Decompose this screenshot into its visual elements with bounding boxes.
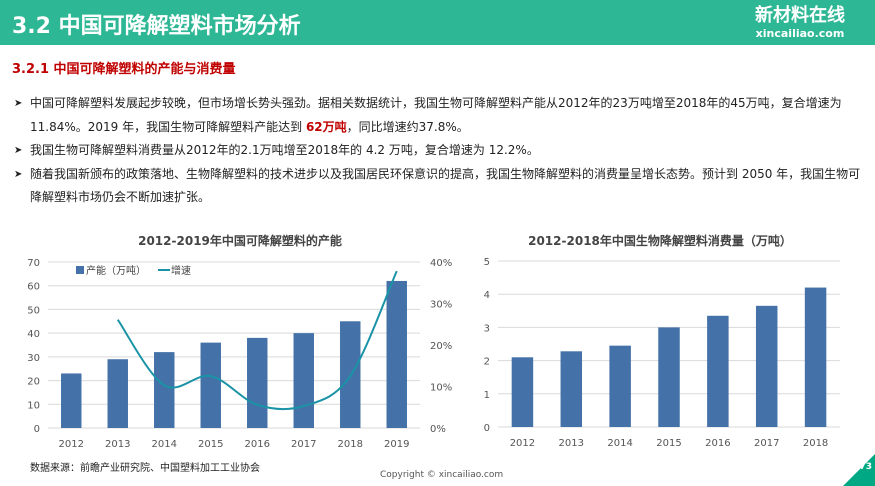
bar	[707, 315, 729, 427]
logo-cn: 新材料在线	[755, 5, 845, 26]
y-tick-label: 0	[34, 424, 40, 435]
bullet-list: 中国可降解塑料发展起步较晚，但市场增长势头强劲。据相关数据统计，我国生物可降解塑…	[14, 92, 864, 210]
x-tick-label: 2012	[510, 438, 535, 449]
x-tick-label: 2013	[105, 439, 130, 450]
x-tick-label: 2018	[803, 438, 828, 449]
bar	[107, 359, 128, 428]
x-tick-label: 2019	[384, 439, 409, 450]
chart-title: 2012-2018年中国生物降解塑料消费量（万吨）	[528, 233, 792, 248]
x-tick-label: 2013	[559, 438, 584, 449]
x-tick-label: 2016	[245, 439, 270, 450]
bullet-item: 我国生物可降解塑料消费量从2012年的2.1万吨增至2018年的 4.2 万吨，…	[14, 139, 864, 163]
legend-label: 增速	[171, 264, 191, 277]
y2-tick-label: 20%	[430, 341, 452, 352]
bar	[560, 351, 583, 427]
page-number: 73	[859, 462, 872, 472]
bar	[511, 357, 534, 427]
bar	[609, 345, 631, 427]
bar	[386, 280, 407, 428]
logo-en: xincailiao.com	[755, 27, 845, 40]
header-bar: 3.2 中国可降解塑料市场分析 新材料在线 xincailiao.com	[0, 0, 875, 45]
y-tick-label: 50	[27, 305, 40, 316]
bullet-text: 中国可降解塑料发展起步较晚，但市场增长势头强劲。据相关数据统计，我国生物可降解塑…	[30, 96, 842, 134]
y2-tick-label: 10%	[430, 383, 452, 394]
y-tick-label: 40	[27, 329, 40, 340]
copyright: Copyright © xincailiao.com	[380, 470, 504, 480]
bar	[293, 333, 314, 428]
x-tick-label: 2017	[754, 438, 779, 449]
y-tick-label: 10	[27, 400, 40, 411]
y-tick-label: 5	[484, 257, 490, 268]
y-tick-label: 4	[484, 290, 490, 301]
x-tick-label: 2016	[705, 438, 730, 449]
y2-tick-label: 40%	[430, 258, 452, 269]
y-tick-label: 2	[484, 357, 490, 368]
y-tick-label: 30	[27, 353, 40, 364]
y-tick-label: 70	[27, 258, 40, 269]
legend-label: 产能（万吨）	[86, 264, 146, 277]
x-tick-label: 2015	[656, 438, 681, 449]
highlight-text: 62万吨	[305, 119, 347, 134]
y-tick-label: 60	[27, 282, 40, 293]
bar	[154, 352, 175, 428]
bar	[61, 373, 82, 428]
x-tick-label: 2017	[291, 439, 316, 450]
y2-tick-label: 0%	[430, 424, 446, 435]
y2-tick-label: 30%	[430, 300, 452, 311]
x-tick-label: 2014	[152, 439, 177, 450]
page-title: 3.2 中国可降解塑料市场分析	[12, 14, 301, 39]
data-source: 数据来源：前瞻产业研究院、中国塑料加工工业协会	[30, 463, 260, 474]
bar	[804, 287, 827, 427]
x-tick-label: 2014	[607, 438, 632, 449]
bar	[200, 342, 221, 428]
bar	[755, 305, 778, 427]
chart-title: 2012-2019年中国可降解塑料的产能	[138, 233, 342, 248]
x-tick-label: 2018	[338, 439, 363, 450]
section-title: 3.2.1 中国可降解塑料的产能与消费量	[12, 62, 236, 77]
bullet-text: 随着我国新颁布的政策落地、生物降解塑料的技术进步以及我国居民环保意识的提高，我国…	[30, 166, 861, 205]
page-corner	[843, 454, 875, 486]
y-tick-label: 3	[484, 323, 490, 334]
bar	[658, 327, 680, 427]
bullet-text: 我国生物可降解塑料消费量从2012年的2.1万吨增至2018年的 4.2 万吨，…	[30, 143, 539, 157]
logo: 新材料在线 xincailiao.com	[755, 5, 845, 40]
bullet-item: 随着我国新颁布的政策落地、生物降解塑料的技术进步以及我国居民环保意识的提高，我国…	[14, 163, 864, 210]
legend-bar-swatch	[76, 266, 84, 274]
y-tick-label: 1	[484, 390, 490, 401]
bullet-item: 中国可降解塑料发展起步较晚，但市场增长势头强劲。据相关数据统计，我国生物可降解塑…	[14, 92, 864, 139]
bullet-text: ，同比增速约37.8%。	[346, 119, 469, 134]
y-tick-label: 20	[27, 377, 40, 388]
bar	[247, 337, 268, 428]
growth-line	[116, 270, 398, 411]
x-tick-label: 2015	[198, 439, 223, 450]
x-tick-label: 2012	[59, 439, 84, 450]
y-tick-label: 0	[484, 423, 490, 434]
